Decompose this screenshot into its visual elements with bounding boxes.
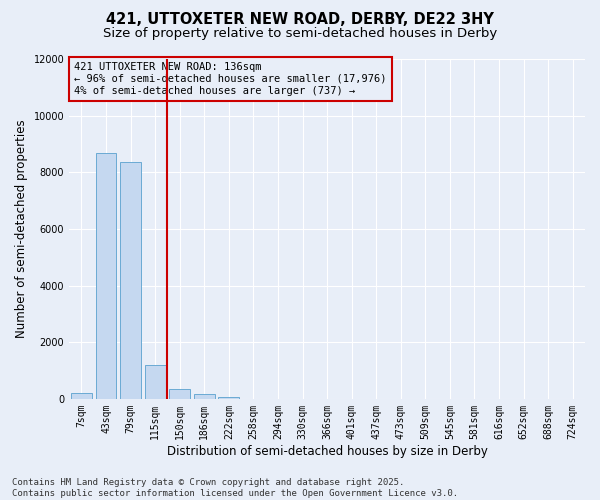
- Bar: [120, 162, 141, 399]
- Y-axis label: Number of semi-detached properties: Number of semi-detached properties: [15, 120, 28, 338]
- Text: 421, UTTOXETER NEW ROAD, DERBY, DE22 3HY: 421, UTTOXETER NEW ROAD, DERBY, DE22 3HY: [106, 12, 494, 28]
- Bar: [218, 397, 239, 399]
- Bar: [95, 153, 116, 399]
- Bar: [71, 392, 92, 399]
- Bar: [145, 365, 166, 399]
- Text: Size of property relative to semi-detached houses in Derby: Size of property relative to semi-detach…: [103, 28, 497, 40]
- Bar: [194, 394, 215, 399]
- Text: Contains HM Land Registry data © Crown copyright and database right 2025.
Contai: Contains HM Land Registry data © Crown c…: [12, 478, 458, 498]
- X-axis label: Distribution of semi-detached houses by size in Derby: Distribution of semi-detached houses by …: [167, 444, 488, 458]
- Text: 421 UTTOXETER NEW ROAD: 136sqm
← 96% of semi-detached houses are smaller (17,976: 421 UTTOXETER NEW ROAD: 136sqm ← 96% of …: [74, 62, 387, 96]
- Bar: [169, 389, 190, 399]
